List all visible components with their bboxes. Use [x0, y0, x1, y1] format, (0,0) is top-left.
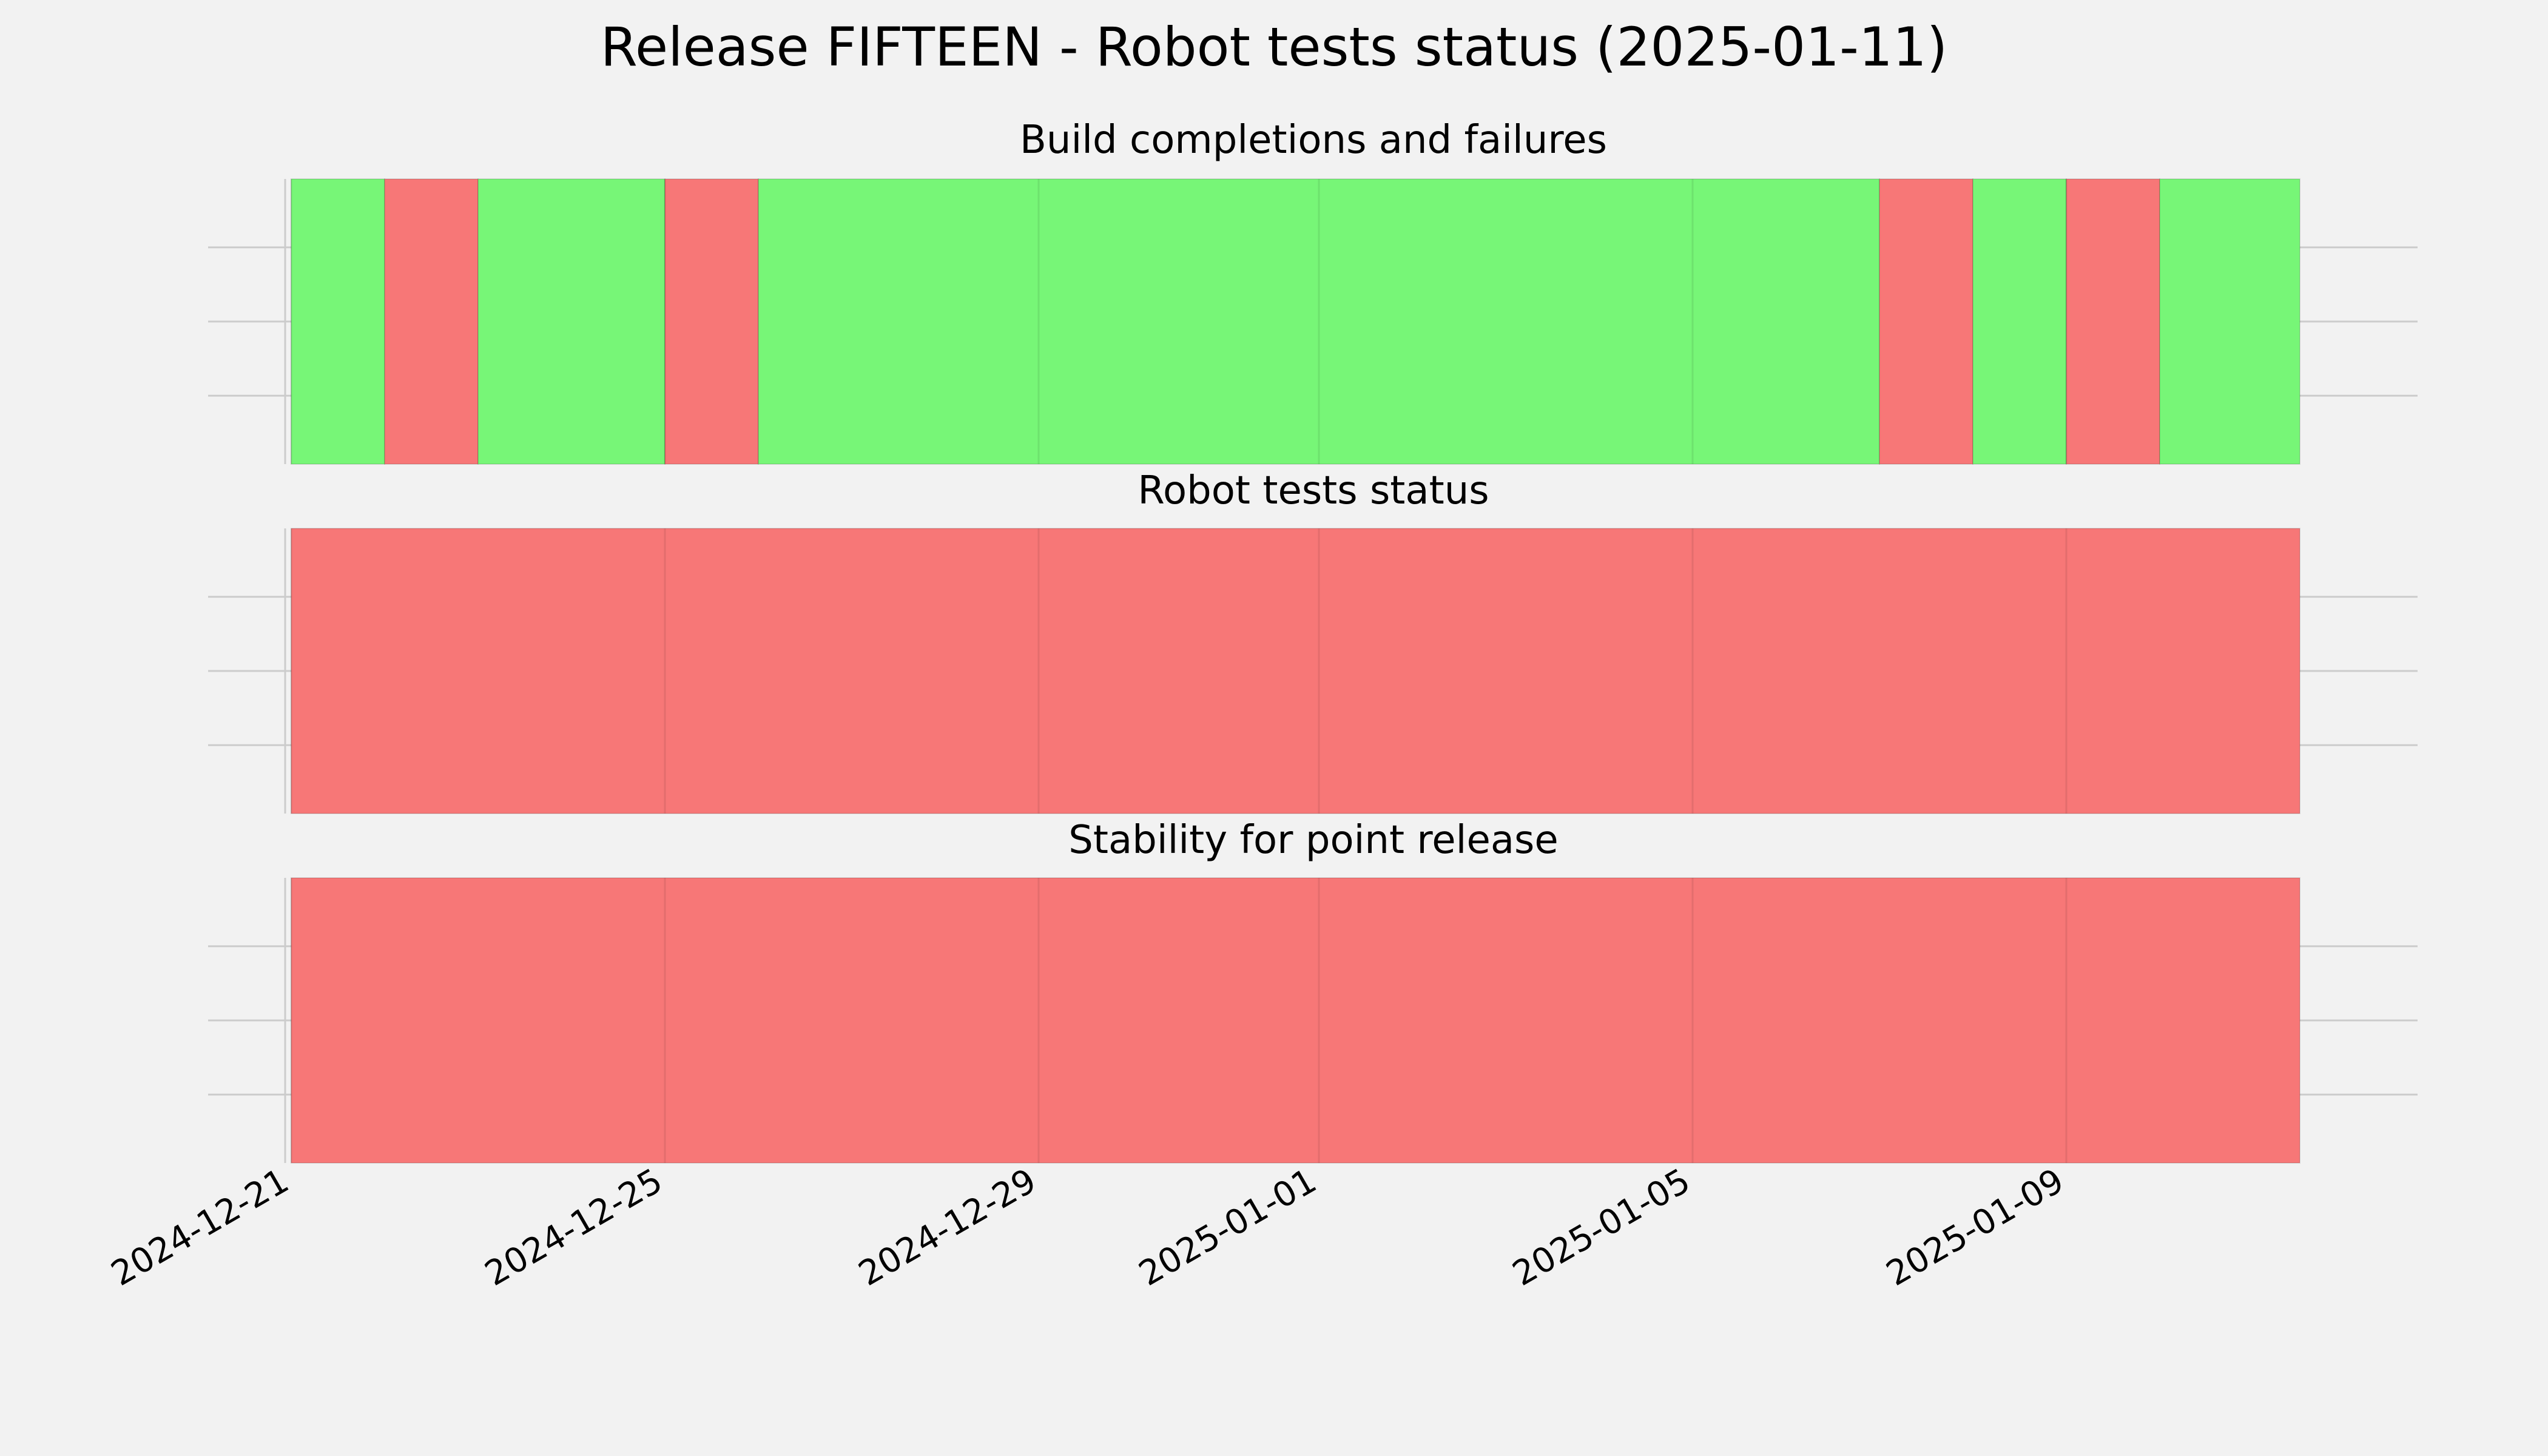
- status-segment-fail: [2066, 178, 2160, 465]
- panel-title: Robot tests status: [1138, 468, 1489, 513]
- status-segment-pass: [1972, 178, 2067, 465]
- status-segment-pass: [2159, 178, 2300, 465]
- status-segment-pass: [758, 178, 1880, 465]
- panel-1: Build completions and failures: [208, 118, 2418, 465]
- status-segment-fail: [664, 178, 759, 465]
- status-segment-fail: [384, 178, 479, 465]
- status-segment-fail: [291, 528, 2300, 814]
- panel-title: Build completions and failures: [1020, 118, 1607, 163]
- panel-2: Robot tests status: [208, 468, 2418, 814]
- status-segment-pass: [477, 178, 666, 465]
- panels-group: Build completions and failures Robot test…: [208, 118, 2418, 1164]
- chart-title: Release FIFTEEN - Robot tests status (20…: [601, 16, 1947, 78]
- status-segment-pass: [291, 178, 385, 465]
- panel-title: Stability for point release: [1068, 818, 1559, 863]
- panel-3: Stability for point release: [208, 818, 2418, 1164]
- status-segment-fail: [1879, 178, 1973, 465]
- status-segment-fail: [291, 877, 2300, 1164]
